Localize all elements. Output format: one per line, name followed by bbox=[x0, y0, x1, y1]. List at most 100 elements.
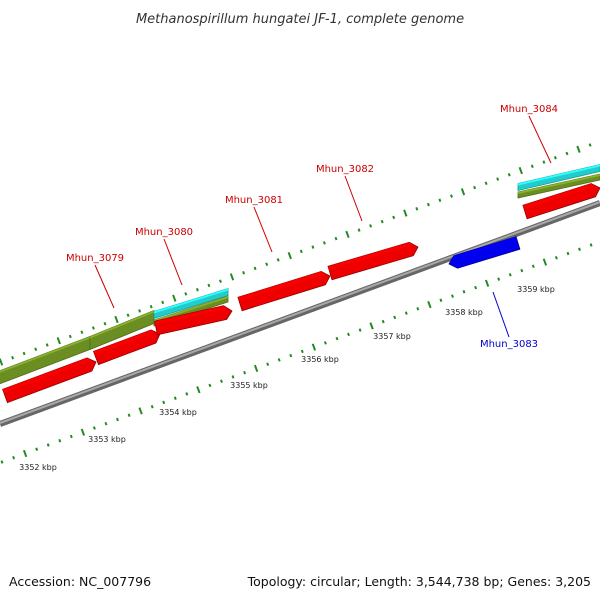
minor-tick bbox=[231, 375, 235, 379]
leader-line-mhun-3084 bbox=[528, 115, 552, 164]
major-tick bbox=[518, 166, 523, 175]
cyan-feature-bar-highlight bbox=[518, 164, 600, 186]
minor-tick bbox=[404, 311, 408, 315]
inner-tick-track bbox=[0, 243, 593, 464]
minor-tick bbox=[462, 290, 466, 294]
major-tick bbox=[172, 294, 177, 302]
minor-tick bbox=[474, 285, 478, 290]
major-tick bbox=[311, 343, 317, 351]
outer-tick-track bbox=[0, 143, 592, 366]
major-tick bbox=[287, 251, 292, 260]
minor-tick bbox=[104, 421, 108, 426]
minor-tick bbox=[126, 313, 130, 317]
minor-tick bbox=[116, 417, 119, 422]
minor-tick bbox=[416, 307, 420, 311]
genome-backbone bbox=[0, 200, 600, 427]
leader-line-mhun-3082 bbox=[344, 175, 363, 222]
scale-label: 3356 kbp bbox=[301, 355, 339, 364]
minor-tick bbox=[300, 349, 304, 354]
minor-tick bbox=[219, 279, 222, 283]
minor-tick bbox=[369, 224, 373, 228]
map-title: Methanospirillum hungatei JF-1, complete… bbox=[136, 12, 464, 27]
minor-tick bbox=[381, 319, 385, 324]
minor-tick bbox=[438, 198, 442, 203]
minor-tick bbox=[484, 181, 488, 186]
major-tick bbox=[138, 407, 143, 415]
gene-arrow-mhun-3081 bbox=[237, 270, 331, 312]
minor-tick bbox=[520, 268, 524, 273]
minor-tick bbox=[208, 383, 212, 388]
minor-tick bbox=[507, 173, 511, 177]
gene-label-mhun-3083: Mhun_3083 bbox=[480, 339, 538, 350]
minor-tick bbox=[243, 370, 247, 375]
scale-label: 3357 kbp bbox=[373, 332, 411, 341]
minor-tick bbox=[46, 443, 50, 447]
minor-tick bbox=[347, 332, 350, 337]
minor-tick bbox=[380, 219, 384, 224]
major-tick bbox=[196, 386, 201, 394]
minor-tick bbox=[80, 330, 84, 334]
minor-tick bbox=[588, 143, 592, 147]
cyan-feature-bar-highlight bbox=[154, 288, 228, 314]
major-tick bbox=[369, 322, 374, 330]
minor-tick bbox=[311, 245, 315, 249]
minor-tick bbox=[220, 379, 223, 383]
minor-tick bbox=[92, 426, 96, 430]
minor-tick bbox=[497, 277, 501, 281]
minor-tick bbox=[11, 355, 15, 360]
gene-label-mhun-3079: Mhun_3079 bbox=[66, 253, 124, 264]
minor-tick bbox=[184, 292, 188, 296]
minor-tick bbox=[553, 156, 557, 160]
gene-arrow-mhun-3083 bbox=[448, 236, 521, 269]
scale-label-layer: 3352 kbp 3353 kbp 3354 kbp 3355 kbp 3356 kbp… bbox=[19, 285, 555, 472]
minor-tick bbox=[68, 334, 72, 339]
minor-tick bbox=[69, 434, 73, 439]
gene-arrow-mhun-3079a bbox=[2, 357, 97, 404]
minor-tick bbox=[242, 270, 246, 275]
minor-tick bbox=[322, 241, 326, 245]
minor-tick bbox=[335, 336, 339, 341]
scale-label: 3354 kbp bbox=[159, 408, 197, 417]
scale-label: 3355 kbp bbox=[230, 381, 268, 390]
minor-tick bbox=[299, 249, 303, 254]
minor-tick bbox=[150, 404, 154, 409]
minor-tick bbox=[392, 215, 396, 220]
major-tick bbox=[427, 300, 432, 309]
minor-tick bbox=[578, 247, 581, 252]
minor-tick bbox=[207, 283, 211, 288]
minor-tick bbox=[496, 177, 500, 181]
minor-tick bbox=[589, 243, 593, 247]
minor-tick bbox=[415, 207, 419, 211]
minor-tick bbox=[451, 294, 454, 298]
minor-tick bbox=[58, 438, 62, 443]
gene-arrow-mhun-3080 bbox=[154, 305, 233, 336]
minor-tick bbox=[542, 160, 546, 164]
major-tick bbox=[229, 273, 235, 281]
gene-label-mhun-3084: Mhun_3084 bbox=[500, 104, 558, 115]
major-tick bbox=[576, 145, 581, 153]
minor-tick bbox=[289, 353, 293, 358]
scale-label: 3353 kbp bbox=[88, 435, 126, 444]
minor-tick bbox=[554, 256, 558, 260]
minor-tick bbox=[34, 347, 38, 351]
minor-tick bbox=[22, 351, 26, 356]
minor-tick bbox=[334, 236, 338, 241]
minor-tick bbox=[266, 362, 270, 366]
minor-tick bbox=[91, 326, 95, 330]
minor-tick bbox=[35, 447, 39, 451]
major-tick bbox=[22, 449, 28, 458]
minor-tick bbox=[358, 328, 362, 332]
gene-arrow-mhun-3079b bbox=[92, 329, 161, 366]
minor-tick bbox=[0, 460, 4, 464]
minor-tick bbox=[426, 202, 430, 207]
minor-tick bbox=[161, 300, 165, 305]
olive-feature-bar-highlight bbox=[518, 174, 600, 194]
scale-label: 3359 kbp bbox=[517, 285, 555, 294]
minor-tick bbox=[138, 309, 142, 313]
minor-tick bbox=[265, 262, 269, 266]
minor-tick bbox=[127, 413, 131, 417]
olive-feature-bar-highlight bbox=[0, 336, 90, 373]
scale-label: 3358 kbp bbox=[445, 308, 483, 317]
major-tick bbox=[345, 230, 350, 239]
minor-tick bbox=[530, 164, 534, 169]
